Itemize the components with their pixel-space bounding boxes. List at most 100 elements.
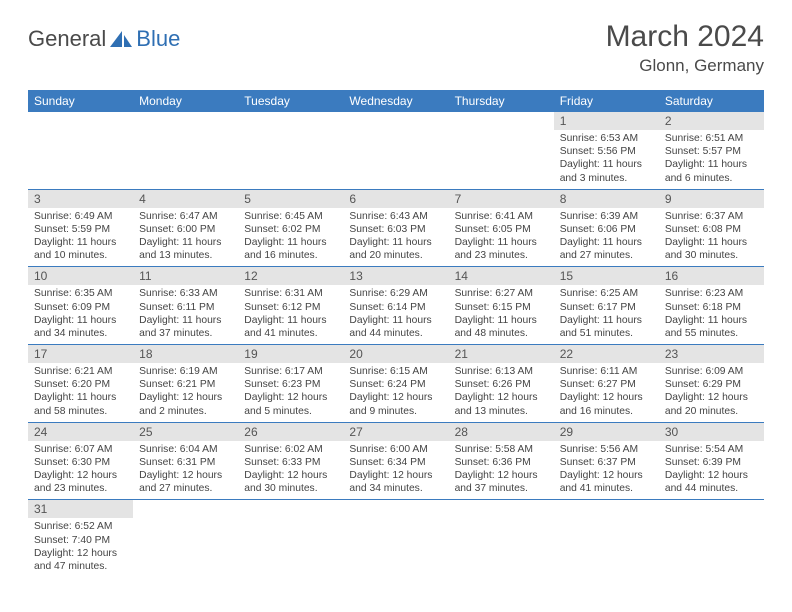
- calendar-cell: [343, 112, 448, 189]
- calendar-cell: 12Sunrise: 6:31 AMSunset: 6:12 PMDayligh…: [238, 267, 343, 345]
- day-number: 1: [554, 112, 659, 130]
- day-details: Sunrise: 6:21 AMSunset: 6:20 PMDaylight:…: [28, 363, 133, 422]
- day-details: Sunrise: 6:29 AMSunset: 6:14 PMDaylight:…: [343, 285, 448, 344]
- calendar-cell: 14Sunrise: 6:27 AMSunset: 6:15 PMDayligh…: [449, 267, 554, 345]
- day-details: Sunrise: 6:02 AMSunset: 6:33 PMDaylight:…: [238, 441, 343, 500]
- day-details: Sunrise: 5:56 AMSunset: 6:37 PMDaylight:…: [554, 441, 659, 500]
- day-details: Sunrise: 6:11 AMSunset: 6:27 PMDaylight:…: [554, 363, 659, 422]
- calendar-cell: 9Sunrise: 6:37 AMSunset: 6:08 PMDaylight…: [659, 189, 764, 267]
- day-number: 24: [28, 423, 133, 441]
- day-number: 17: [28, 345, 133, 363]
- calendar-cell: 29Sunrise: 5:56 AMSunset: 6:37 PMDayligh…: [554, 422, 659, 500]
- calendar-body: 1Sunrise: 6:53 AMSunset: 5:56 PMDaylight…: [28, 112, 764, 577]
- brand-part1: General: [28, 26, 106, 52]
- day-details: Sunrise: 6:37 AMSunset: 6:08 PMDaylight:…: [659, 208, 764, 267]
- day-number: 2: [659, 112, 764, 130]
- brand-part2: Blue: [136, 26, 180, 52]
- day-details: Sunrise: 6:53 AMSunset: 5:56 PMDaylight:…: [554, 130, 659, 189]
- weekday-header: Sunday: [28, 90, 133, 112]
- calendar-cell: [449, 112, 554, 189]
- day-number: 5: [238, 190, 343, 208]
- day-details: Sunrise: 6:15 AMSunset: 6:24 PMDaylight:…: [343, 363, 448, 422]
- day-number: 31: [28, 500, 133, 518]
- calendar-week-row: 1Sunrise: 6:53 AMSunset: 5:56 PMDaylight…: [28, 112, 764, 189]
- day-number: 20: [343, 345, 448, 363]
- calendar-table: Sunday Monday Tuesday Wednesday Thursday…: [28, 90, 764, 577]
- day-details: Sunrise: 6:04 AMSunset: 6:31 PMDaylight:…: [133, 441, 238, 500]
- day-details: Sunrise: 6:09 AMSunset: 6:29 PMDaylight:…: [659, 363, 764, 422]
- day-number: 19: [238, 345, 343, 363]
- day-number: 11: [133, 267, 238, 285]
- calendar-cell: 20Sunrise: 6:15 AMSunset: 6:24 PMDayligh…: [343, 345, 448, 423]
- day-number: 23: [659, 345, 764, 363]
- month-title: March 2024: [606, 20, 764, 54]
- day-details: Sunrise: 6:07 AMSunset: 6:30 PMDaylight:…: [28, 441, 133, 500]
- day-number: 18: [133, 345, 238, 363]
- day-number: 8: [554, 190, 659, 208]
- day-details: Sunrise: 6:00 AMSunset: 6:34 PMDaylight:…: [343, 441, 448, 500]
- calendar-week-row: 31Sunrise: 6:52 AMSunset: 7:40 PMDayligh…: [28, 500, 764, 577]
- day-details: Sunrise: 6:35 AMSunset: 6:09 PMDaylight:…: [28, 285, 133, 344]
- day-details: Sunrise: 6:45 AMSunset: 6:02 PMDaylight:…: [238, 208, 343, 267]
- calendar-cell: 10Sunrise: 6:35 AMSunset: 6:09 PMDayligh…: [28, 267, 133, 345]
- calendar-cell: [554, 500, 659, 577]
- day-number: 12: [238, 267, 343, 285]
- day-number: 3: [28, 190, 133, 208]
- calendar-cell: 13Sunrise: 6:29 AMSunset: 6:14 PMDayligh…: [343, 267, 448, 345]
- calendar-cell: 25Sunrise: 6:04 AMSunset: 6:31 PMDayligh…: [133, 422, 238, 500]
- calendar-cell: 30Sunrise: 5:54 AMSunset: 6:39 PMDayligh…: [659, 422, 764, 500]
- calendar-cell: 5Sunrise: 6:45 AMSunset: 6:02 PMDaylight…: [238, 189, 343, 267]
- day-number: 7: [449, 190, 554, 208]
- calendar-cell: 7Sunrise: 6:41 AMSunset: 6:05 PMDaylight…: [449, 189, 554, 267]
- day-number: 16: [659, 267, 764, 285]
- weekday-header: Thursday: [449, 90, 554, 112]
- sail-icon: [108, 29, 134, 49]
- calendar-cell: 3Sunrise: 6:49 AMSunset: 5:59 PMDaylight…: [28, 189, 133, 267]
- calendar-cell: [28, 112, 133, 189]
- calendar-cell: 11Sunrise: 6:33 AMSunset: 6:11 PMDayligh…: [133, 267, 238, 345]
- day-details: Sunrise: 6:41 AMSunset: 6:05 PMDaylight:…: [449, 208, 554, 267]
- day-number: 6: [343, 190, 448, 208]
- weekday-header-row: Sunday Monday Tuesday Wednesday Thursday…: [28, 90, 764, 112]
- calendar-cell: 21Sunrise: 6:13 AMSunset: 6:26 PMDayligh…: [449, 345, 554, 423]
- day-number: 28: [449, 423, 554, 441]
- calendar-cell: [449, 500, 554, 577]
- day-number: 15: [554, 267, 659, 285]
- day-number: 26: [238, 423, 343, 441]
- calendar-cell: 23Sunrise: 6:09 AMSunset: 6:29 PMDayligh…: [659, 345, 764, 423]
- title-block: March 2024 Glonn, Germany: [606, 20, 764, 76]
- day-number: 30: [659, 423, 764, 441]
- calendar-cell: 27Sunrise: 6:00 AMSunset: 6:34 PMDayligh…: [343, 422, 448, 500]
- calendar-week-row: 17Sunrise: 6:21 AMSunset: 6:20 PMDayligh…: [28, 345, 764, 423]
- day-details: Sunrise: 5:54 AMSunset: 6:39 PMDaylight:…: [659, 441, 764, 500]
- day-details: Sunrise: 6:47 AMSunset: 6:00 PMDaylight:…: [133, 208, 238, 267]
- calendar-cell: 1Sunrise: 6:53 AMSunset: 5:56 PMDaylight…: [554, 112, 659, 189]
- calendar-cell: 18Sunrise: 6:19 AMSunset: 6:21 PMDayligh…: [133, 345, 238, 423]
- day-details: Sunrise: 6:43 AMSunset: 6:03 PMDaylight:…: [343, 208, 448, 267]
- day-number: 4: [133, 190, 238, 208]
- weekday-header: Monday: [133, 90, 238, 112]
- day-number: 10: [28, 267, 133, 285]
- brand-logo: General Blue: [28, 26, 180, 52]
- weekday-header: Friday: [554, 90, 659, 112]
- calendar-week-row: 3Sunrise: 6:49 AMSunset: 5:59 PMDaylight…: [28, 189, 764, 267]
- weekday-header: Saturday: [659, 90, 764, 112]
- calendar-cell: 16Sunrise: 6:23 AMSunset: 6:18 PMDayligh…: [659, 267, 764, 345]
- page-header: General Blue March 2024 Glonn, Germany: [28, 20, 764, 76]
- day-details: Sunrise: 6:17 AMSunset: 6:23 PMDaylight:…: [238, 363, 343, 422]
- day-details: Sunrise: 6:31 AMSunset: 6:12 PMDaylight:…: [238, 285, 343, 344]
- day-details: Sunrise: 6:27 AMSunset: 6:15 PMDaylight:…: [449, 285, 554, 344]
- day-details: Sunrise: 6:13 AMSunset: 6:26 PMDaylight:…: [449, 363, 554, 422]
- weekday-header: Tuesday: [238, 90, 343, 112]
- calendar-cell: [238, 500, 343, 577]
- day-details: Sunrise: 6:23 AMSunset: 6:18 PMDaylight:…: [659, 285, 764, 344]
- calendar-cell: 2Sunrise: 6:51 AMSunset: 5:57 PMDaylight…: [659, 112, 764, 189]
- calendar-cell: 22Sunrise: 6:11 AMSunset: 6:27 PMDayligh…: [554, 345, 659, 423]
- day-details: Sunrise: 6:49 AMSunset: 5:59 PMDaylight:…: [28, 208, 133, 267]
- location-label: Glonn, Germany: [606, 56, 764, 76]
- day-details: Sunrise: 6:33 AMSunset: 6:11 PMDaylight:…: [133, 285, 238, 344]
- calendar-week-row: 10Sunrise: 6:35 AMSunset: 6:09 PMDayligh…: [28, 267, 764, 345]
- day-number: 13: [343, 267, 448, 285]
- day-number: 21: [449, 345, 554, 363]
- calendar-cell: [238, 112, 343, 189]
